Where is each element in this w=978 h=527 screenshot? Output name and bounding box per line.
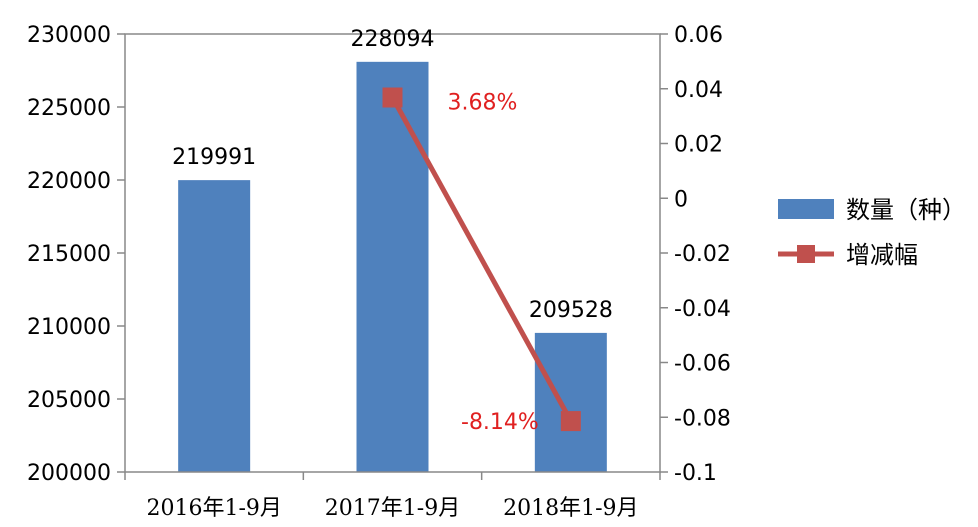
- data-labels: 219991 228094 209528 3.68% -8.14%: [172, 27, 613, 435]
- bar: [534, 332, 607, 472]
- line-value-label: -8.14%: [461, 410, 539, 435]
- line-marker: [560, 411, 581, 432]
- category-label: 2017年1-9月: [325, 496, 460, 521]
- bars-layer: [178, 61, 607, 472]
- category-label: 2016年1-9月: [146, 496, 281, 521]
- right-tick-label: 0: [674, 187, 688, 212]
- left-tick-label: 225000: [27, 96, 111, 121]
- bar-value-label: 209528: [529, 298, 613, 323]
- line-marker: [382, 87, 403, 108]
- category-label: 2018年1-9月: [503, 496, 638, 521]
- bar: [356, 61, 429, 472]
- right-axis: -0.1 -0.08 -0.06 -0.04 -0.02 0 0.02 0.04 0.06: [660, 23, 731, 486]
- line-layer: [382, 87, 581, 432]
- left-tick-label: 220000: [27, 169, 111, 194]
- legend-bar-label: 数量（种）: [846, 196, 966, 224]
- right-tick-label: 0.02: [674, 133, 723, 158]
- right-tick-label: -0.1: [674, 461, 717, 486]
- bar: [178, 180, 251, 472]
- legend-line-label: 增减幅: [846, 241, 918, 269]
- bar-value-label: 219991: [172, 145, 256, 170]
- left-tick-label: 205000: [27, 388, 111, 413]
- right-tick-label: -0.04: [674, 297, 731, 322]
- left-tick-label: 230000: [27, 23, 111, 48]
- right-tick-label: -0.02: [674, 242, 731, 267]
- left-axis: 200000 205000 210000 215000 220000 225000 2300…: [27, 23, 125, 486]
- right-tick-label: 0.04: [674, 78, 723, 103]
- legend: 数量（种） 增减幅: [778, 196, 966, 269]
- line-series: [390, 96, 574, 423]
- right-tick-label: -0.06: [674, 352, 731, 377]
- left-tick-label: 215000: [27, 242, 111, 267]
- right-tick-label: 0.06: [674, 23, 723, 48]
- x-axis: 2016年1-9月 2017年1-9月 2018年1-9月: [124, 472, 661, 521]
- legend-bar-swatch: [778, 199, 834, 219]
- left-tick-label: 210000: [27, 315, 111, 340]
- line-value-label: 3.68%: [448, 91, 518, 116]
- left-tick-label: 200000: [27, 461, 111, 486]
- right-tick-label: -0.08: [674, 406, 731, 431]
- bar-value-label: 228094: [351, 27, 435, 52]
- legend-line-marker: [797, 245, 815, 263]
